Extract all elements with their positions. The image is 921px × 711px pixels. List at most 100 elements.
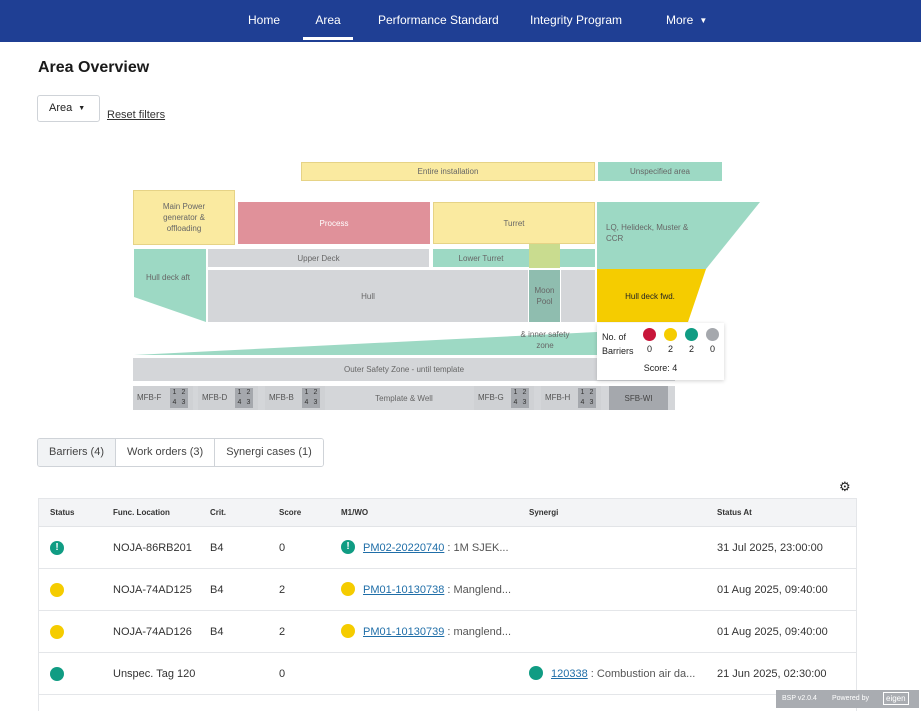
score-cell: 2 (279, 584, 286, 596)
zone-outer-safety[interactable]: Outer Safety Zone - until template (133, 358, 675, 381)
wo-yellow-icon (341, 624, 355, 638)
zone-hull[interactable]: Hull (208, 270, 528, 322)
column-header-status-at[interactable]: Status At (717, 508, 752, 517)
hull-deck-fwd-shape[interactable] (597, 269, 706, 322)
zone-moon-pool[interactable]: Moon Pool (529, 270, 560, 322)
popup-title: No. of Barriers (602, 332, 634, 356)
table-row[interactable]: NOJA-74AD126 B4 2 PM01-10130739 : mangle… (39, 611, 856, 653)
zone-unspecified-area[interactable]: Unspecified area (598, 162, 722, 181)
yellow-status-dot (664, 328, 677, 341)
crit-cell: B4 (210, 542, 224, 554)
zone-turret[interactable]: Turret (433, 202, 595, 244)
zone-process[interactable]: Process (238, 202, 430, 244)
red-status-dot (643, 328, 656, 341)
zone-hull-right[interactable] (561, 270, 595, 322)
lq-zone-shape[interactable] (597, 202, 760, 269)
zone-entire-installation[interactable]: Entire installation (301, 162, 595, 181)
column-header-crit[interactable]: Crit. (210, 508, 226, 517)
func-location-cell: Unspec. Tag 120 (113, 668, 196, 680)
popup-score: Score: 4 (643, 363, 678, 373)
wo-link[interactable]: PM02-20220740 (363, 542, 445, 554)
mfb-slot: 3 (313, 399, 318, 406)
status-at-cell: 01 Aug 2025, 09:40:00 (717, 626, 828, 638)
wo-cell: PM02-20220740 : 1M SJEK... (363, 527, 509, 569)
mfb-slot: 3 (589, 399, 594, 406)
zone-main-power[interactable]: Main Power generator & offloading (133, 190, 235, 245)
tab-work-orders[interactable]: Work orders (3) (116, 439, 216, 466)
zone-lower-turret[interactable]: Lower Turret (433, 249, 529, 267)
zone-lower-turret-label: Lower Turret (458, 253, 504, 263)
column-header-score[interactable]: Score (279, 508, 302, 517)
sfb-wi-label: SFB-WI (624, 393, 653, 403)
mfb-slot: 4 (172, 399, 177, 406)
mfb-slot: 4 (237, 399, 242, 406)
zone-upper-deck[interactable]: Upper Deck (208, 249, 429, 267)
wo-cell: PM01-10130739 : manglend... (363, 611, 511, 653)
area-filter-label: Area (49, 102, 73, 114)
zone-turret-label: Turret (503, 218, 525, 228)
wo-link[interactable]: PM01-10130739 (363, 626, 445, 638)
crit-cell: B4 (210, 584, 224, 596)
synergi-link[interactable]: 120338 (551, 668, 588, 680)
mfb-slot: 4 (580, 399, 585, 406)
alert-status-icon: ! (50, 541, 64, 555)
sfb-wi-block[interactable]: SFB-WI (609, 386, 668, 410)
table-header: Status Func. Location Crit. Score M1/WO … (39, 499, 856, 527)
zone-outer-safety-label: Outer Safety Zone - until template (343, 365, 465, 374)
column-header-status[interactable]: Status (50, 508, 75, 517)
table-row[interactable]: ! NOJA-86RB201 B4 0 ! PM02-20220740 : 1M… (39, 527, 856, 569)
column-header-synergi[interactable]: Synergi (529, 508, 559, 517)
mfb-slot: 2 (246, 389, 251, 396)
nav-area-label: Area (315, 13, 341, 27)
chevron-down-icon: ▼ (699, 16, 708, 25)
zone-lq-label-box: LQ, Helideck, Muster & CCR (606, 218, 701, 248)
nav-integrity-program[interactable]: Integrity Program (530, 0, 622, 42)
status-at-cell: 01 Aug 2025, 09:40:00 (717, 584, 828, 596)
zone-hull-deck-aft-label-box: Hull deck aft (134, 270, 202, 284)
func-location-cell: NOJA-74AD126 (113, 626, 192, 638)
yellow-status-icon (50, 625, 64, 639)
wo-description: : Manglend... (447, 584, 511, 596)
synergi-cell: 120338 : Combustion air da... (551, 653, 695, 695)
nav-more[interactable]: More ▼ (666, 0, 707, 42)
wo-link[interactable]: PM01-10130738 (363, 584, 445, 596)
zone-unspecified-area-label: Unspecified area (629, 167, 691, 176)
mfb-slot: 1 (580, 389, 585, 396)
hull-deck-aft-shape[interactable] (134, 249, 206, 322)
mfb-slot: 3 (522, 399, 527, 406)
mfb-slot: 2 (522, 389, 527, 396)
mfb-label: MFB-G (478, 393, 504, 402)
table-row[interactable]: Unspec. Tag 120 0 120338 : Combustion ai… (39, 653, 856, 695)
zone-hull-deck-fwd-label-box: Hull deck fwd. (615, 288, 685, 304)
table-row[interactable]: NOJA-74AD125 B4 2 PM01-10130738 : Mangle… (39, 569, 856, 611)
reset-filters-link[interactable]: Reset filters (107, 109, 166, 121)
version-badge: BSP v2.0.4 Powered by eigen (776, 690, 919, 708)
score-cell: 0 (279, 668, 286, 680)
score-cell: 0 (279, 542, 286, 554)
nav-area[interactable]: Area (303, 0, 353, 42)
synergi-green-icon (529, 666, 543, 680)
score-cell: 2 (279, 626, 286, 638)
tab-barriers[interactable]: Barriers (4) (38, 439, 117, 466)
nav-home[interactable]: Home (248, 0, 280, 42)
moon-pool-overlap-shape (529, 244, 560, 268)
gear-icon[interactable]: ⚙ (839, 479, 851, 494)
zone-lq-label: LQ, Helideck, Muster & CCR (606, 223, 689, 243)
nav-performance-standard[interactable]: Performance Standard (378, 0, 499, 42)
column-header-m1-wo[interactable]: M1/WO (341, 508, 369, 517)
column-header-func-location[interactable]: Func. Location (113, 508, 170, 517)
mfb-label: MFB-B (269, 393, 294, 402)
green-status-dot (685, 328, 698, 341)
mfb-label: MFB-H (545, 393, 571, 402)
area-filter-select[interactable]: Area ▼ (37, 95, 100, 122)
inner-safety-zone-shape[interactable] (134, 332, 597, 355)
tab-synergi-cases[interactable]: Synergi cases (1) (215, 439, 323, 466)
zone-lower-turret-right[interactable] (560, 249, 595, 267)
zone-upper-deck-label: Upper Deck (297, 253, 340, 263)
